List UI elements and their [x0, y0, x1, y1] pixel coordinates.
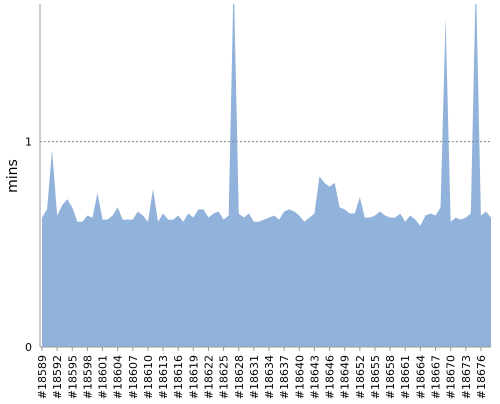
- x-tick-label: #18622: [202, 355, 215, 399]
- area: [42, 4, 491, 347]
- x-tick-label: #18673: [460, 355, 473, 399]
- x-tick-label: #18667: [430, 355, 443, 399]
- x-tick-label: #18607: [127, 355, 140, 399]
- x-tick-label: #18637: [278, 355, 291, 399]
- x-tick-label: #18676: [475, 355, 488, 399]
- x-tick-label: #18601: [97, 355, 110, 399]
- y-tick-label: 0: [25, 341, 32, 354]
- x-tick-label: #18640: [293, 355, 306, 399]
- x-tick-label: #18643: [308, 355, 321, 399]
- x-tick-label: #18631: [248, 355, 261, 399]
- x-tick-label: #18658: [384, 355, 397, 399]
- x-tick-label: #18619: [187, 355, 200, 399]
- x-tick-label: #18598: [81, 355, 94, 399]
- x-tick-label: #18613: [157, 355, 170, 399]
- x-tick-label: #18655: [369, 355, 382, 399]
- x-tick-label: #18616: [172, 355, 185, 399]
- y-axis-label: mins: [5, 159, 21, 193]
- x-tick-label: #18649: [339, 355, 352, 399]
- x-tick-label: #18592: [51, 355, 64, 399]
- x-tick-label: #18634: [263, 355, 276, 399]
- x-tick-label: #18610: [142, 355, 155, 399]
- x-tick-label: #18670: [445, 355, 458, 399]
- x-tick-label: #18664: [414, 355, 427, 399]
- x-tick-label: #18661: [399, 355, 412, 399]
- x-tick-label: #18652: [354, 355, 367, 399]
- x-tick-label: #18628: [233, 355, 246, 399]
- x-tick-label: #18625: [218, 355, 231, 399]
- x-tick-label: #18589: [36, 355, 49, 399]
- y-tick-label: 1: [25, 136, 32, 149]
- x-tick-label: #18646: [324, 355, 337, 399]
- x-tick-label: #18595: [66, 355, 79, 399]
- x-tick-label: #18604: [112, 355, 125, 399]
